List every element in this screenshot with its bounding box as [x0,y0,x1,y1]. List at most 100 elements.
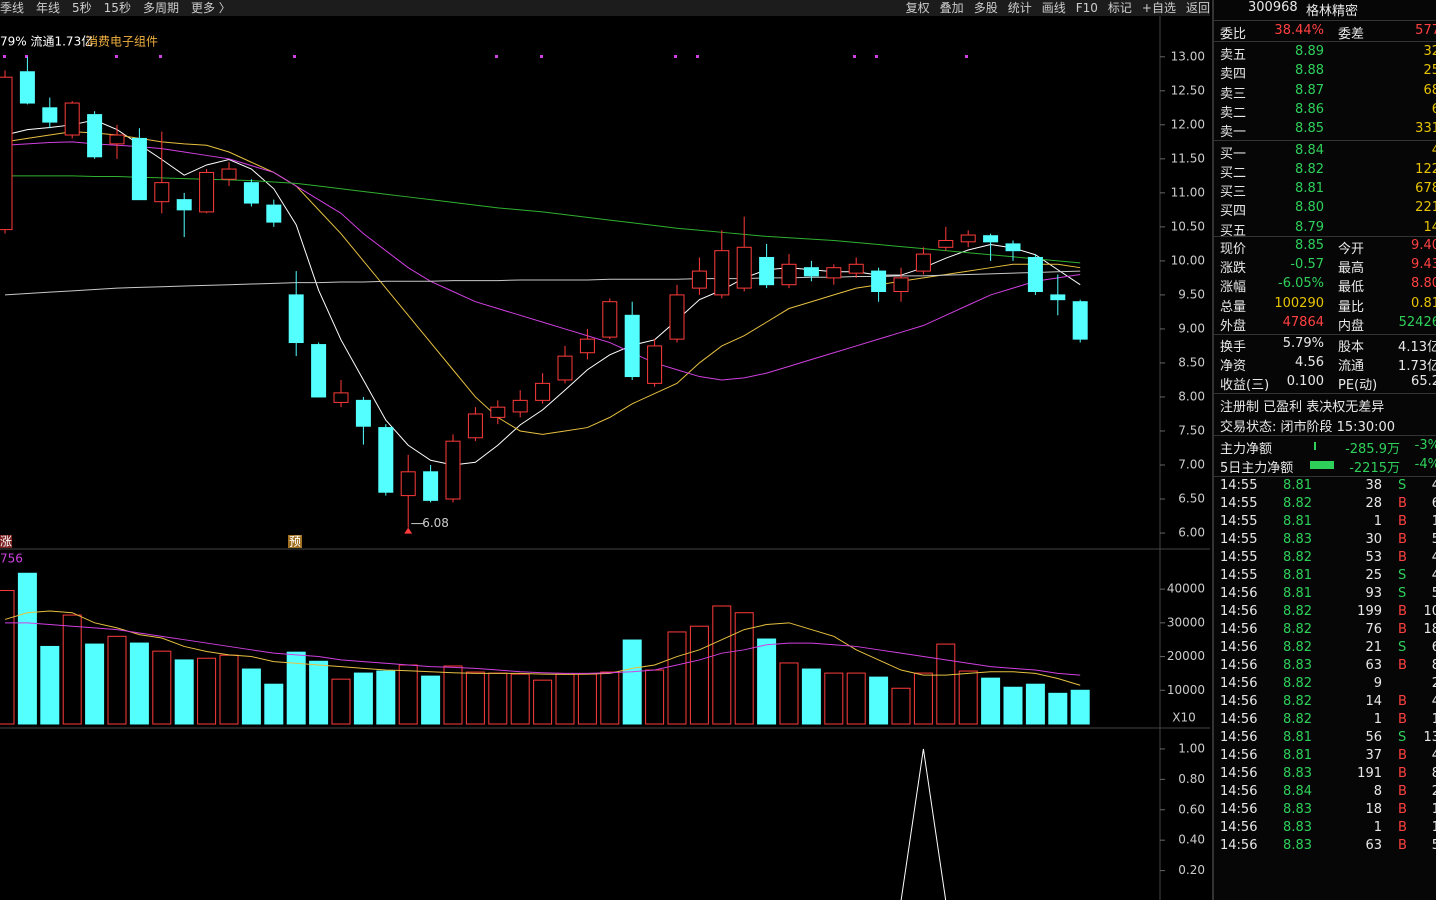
trade-count: 1 [1410,820,1436,835]
stock-code: 300968 [1248,0,1298,15]
stat-value: -6.05% [1278,276,1324,292]
separator [1214,20,1436,21]
candle-body [938,239,954,248]
trade-count: 10 [1423,604,1436,619]
trade-count: 5 [1410,586,1436,601]
trade-count: 1 [1410,712,1436,727]
toolbar-button[interactable]: 季线 [0,1,25,15]
trade-price: 8.82 [1283,640,1312,655]
y-tick-label: 10.00 [1171,253,1205,267]
trade-time: 14:56 [1220,586,1258,601]
stat-value: 4.56 [1295,355,1324,371]
y-tick-label: 10000 [1167,683,1205,697]
volume-bar [981,677,1001,725]
volume-bar [757,638,777,725]
toolbar-button[interactable]: 画线 [1041,1,1066,15]
volume-bar [107,635,127,725]
trade-side: B [1398,838,1407,853]
trade-count: 8 [1410,766,1436,781]
trade-price: 8.82 [1283,712,1312,727]
toolbar-button[interactable]: 统计 [1007,1,1032,15]
toolbar-button[interactable]: 5秒 [72,1,92,15]
flow-label: 5日主力净额 [1220,461,1294,476]
stat-label: 换手 [1220,340,1247,355]
volume-bar [376,670,396,725]
stat-label: 收益(三) [1220,378,1270,394]
volume-bar [286,651,306,725]
book-price: 8.81 [1295,181,1324,197]
y-tick-label: 0.20 [1178,863,1205,877]
volume-bar [465,671,485,725]
stat-value: 52426 [1398,314,1436,330]
trade-time: 14:56 [1220,604,1258,619]
label: 委差 [1338,27,1365,42]
volume-bar [85,643,105,725]
trade-volume: 18 [1365,802,1382,817]
candle-body [467,413,483,439]
stat-label: 外盘 [1220,318,1247,334]
volume-bar [510,673,530,725]
y-tick-label: 9.00 [1178,321,1205,335]
trade-price: 8.82 [1283,496,1312,511]
y-tick-label: 7.00 [1178,457,1205,471]
candle-body [535,382,551,401]
stat-label: 净资 [1220,359,1247,375]
candle-body [624,314,640,378]
trade-side: S [1398,586,1407,601]
trade-side: B [1398,802,1407,817]
trade-count: 4 [1410,748,1436,763]
volume-bar [846,672,866,725]
trade-count: 8 [1410,658,1436,673]
volume-bar [443,665,463,725]
volume-bar [801,668,821,725]
book-price: 8.89 [1295,44,1324,59]
volume-bar [331,678,351,725]
stat-label: 内盘 [1338,318,1365,334]
period-tabs: 季线 年线 5秒 15秒 多周期 更多 〉 [0,0,243,16]
trade-volume: 37 [1365,748,1382,763]
toolbar-button[interactable]: 返回 [1185,1,1210,15]
toolbar-button[interactable]: 多股 [973,1,998,15]
toolbar-button[interactable]: +自选 [1141,1,1176,15]
candle-body [803,267,819,277]
info-text: 79% 流通1.73亿 [0,34,93,49]
trade-time: 14:56 [1220,802,1258,817]
toolbar-button[interactable]: 更多 〉 [190,1,231,15]
toolbar-button[interactable]: 年线 [36,1,61,15]
candle-body [490,406,506,418]
tag-box [0,535,12,548]
y-tick-label: 6.00 [1178,526,1205,540]
trade-volume: 8 [1373,784,1382,799]
trade-count: 4 [1410,550,1436,565]
volume-bar [891,687,911,725]
volume-bar [734,612,754,725]
trade-volume: 1 [1373,712,1382,727]
toolbar-button[interactable]: 复权 [905,1,930,15]
trade-time: 14:56 [1220,658,1258,673]
trade-time: 14:56 [1220,838,1258,853]
book-price: 8.80 [1295,200,1324,216]
volume-bar [488,672,508,725]
trade-side: B [1398,784,1407,799]
y-tick-label: 0.40 [1178,833,1205,847]
volume-bar [219,654,239,725]
stat-label: PE(动) [1338,378,1378,394]
candle-body [826,267,842,279]
candle-body [131,137,147,201]
toolbar-button[interactable]: 叠加 [939,1,964,15]
toolbar-button[interactable]: 多周期 [142,1,179,15]
trade-volume: 63 [1365,658,1382,673]
stat-value: 47864 [1282,314,1324,330]
trade-time: 14:56 [1220,694,1258,709]
stat-value: 8.85 [1295,238,1324,253]
toolbar-button[interactable]: 标记 [1107,1,1132,15]
trade-volume: 199 [1357,604,1382,619]
book-volume: 6 [1360,102,1436,117]
volume-bar [197,657,217,725]
stat-label: 股本 [1338,340,1365,355]
y-tick-label: 7.50 [1178,423,1205,437]
toolbar-button[interactable]: 15秒 [103,1,131,15]
volume-bar [622,639,642,725]
y-tick-label: 11.50 [1171,151,1205,165]
toolbar-button[interactable]: F10 [1075,1,1098,15]
